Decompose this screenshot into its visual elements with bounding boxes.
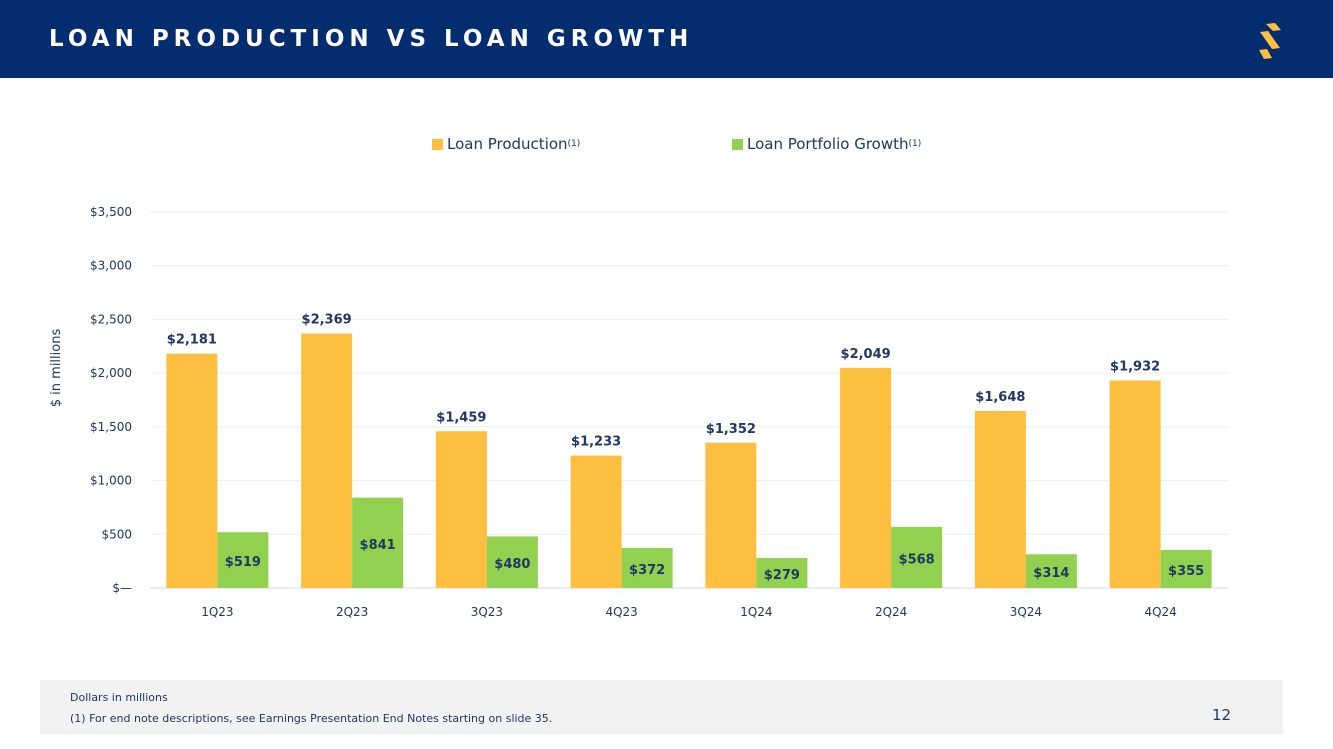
bar-loan-production	[570, 455, 622, 588]
bar-loan-portfolio-growth	[891, 526, 943, 588]
header-bar: LOAN PRODUCTION VS LOAN GROWTH	[0, 0, 1333, 78]
data-label: $2,369	[302, 313, 352, 328]
footnote-endnote: (1) For end note descriptions, see Earni…	[70, 712, 553, 725]
legend-label: Loan Production	[447, 135, 568, 153]
legend-loan-portfolio-growth: Loan Portfolio Growth (1)	[732, 135, 921, 153]
bar-loan-portfolio-growth	[486, 536, 538, 588]
data-label: $2,181	[167, 333, 217, 348]
data-label: $279	[764, 568, 800, 583]
data-label: $1,648	[975, 390, 1025, 405]
x-tick-label: 1Q23	[201, 605, 233, 619]
x-tick-label: 4Q24	[1144, 605, 1176, 619]
bar-loan-portfolio-growth	[352, 497, 404, 588]
bar-loan-production	[166, 353, 218, 588]
bar-loan-portfolio-growth	[621, 548, 673, 588]
slide-title: LOAN PRODUCTION VS LOAN GROWTH	[49, 26, 694, 52]
page-number: 12	[1212, 706, 1232, 724]
y-tick-label: $3,000	[90, 259, 132, 273]
x-tick-label: 2Q23	[336, 605, 368, 619]
data-label: $1,352	[706, 422, 756, 437]
bar-loan-production	[301, 333, 353, 588]
legend-loan-production: Loan Production (1)	[432, 135, 580, 153]
bar-loan-production	[840, 367, 892, 588]
y-tick-label: $1,500	[90, 420, 132, 434]
y-tick-label: $1,000	[90, 474, 132, 488]
bar-loan-portfolio-growth	[1160, 549, 1212, 588]
bar-loan-portfolio-growth	[1025, 554, 1077, 588]
data-label: $1,932	[1110, 359, 1160, 374]
legend-swatch	[432, 138, 443, 150]
data-label: $480	[494, 557, 530, 572]
data-label: $355	[1168, 564, 1204, 579]
bar-loan-production	[705, 442, 757, 588]
bar-loan-production	[1109, 380, 1161, 588]
x-tick-label: 1Q24	[740, 605, 772, 619]
legend-note: (1)	[567, 139, 581, 149]
data-label: $372	[629, 563, 665, 578]
y-axis-label: $ in millions	[49, 329, 64, 408]
y-tick-label: $2,500	[90, 312, 132, 326]
legend-note: (1)	[908, 139, 922, 149]
data-label: $2,049	[841, 347, 891, 362]
data-label: $568	[899, 552, 935, 567]
legend-swatch	[732, 138, 743, 150]
x-tick-label: 4Q23	[605, 605, 637, 619]
y-tick-label: $—	[112, 581, 132, 595]
y-tick-label: $3,500	[90, 205, 132, 219]
data-label: $841	[360, 538, 396, 553]
bar-chart: $— $500 $1,000 $1,500 $2,000 $2,500 $3,000 $3,5…	[49, 205, 1228, 619]
bar-loan-portfolio-growth	[756, 558, 808, 588]
footnote-box: Dollars in millions (1) For end note des…	[40, 680, 1283, 734]
bar-loan-production	[435, 431, 487, 588]
data-label: $1,233	[571, 435, 621, 450]
y-tick-label: $500	[101, 527, 132, 541]
bar-loan-production	[974, 410, 1026, 588]
x-tick-label: 2Q24	[875, 605, 907, 619]
company-logo	[1259, 23, 1281, 59]
legend-label: Loan Portfolio Growth	[747, 135, 909, 153]
footnote-units: Dollars in millions	[70, 691, 168, 704]
bar-loan-portfolio-growth	[217, 532, 269, 588]
y-tick-label: $2,000	[90, 366, 132, 380]
x-tick-label: 3Q23	[471, 605, 503, 619]
data-label: $519	[225, 555, 261, 570]
data-label: $1,459	[436, 410, 486, 425]
x-tick-label: 3Q24	[1010, 605, 1042, 619]
data-label: $314	[1033, 566, 1069, 581]
